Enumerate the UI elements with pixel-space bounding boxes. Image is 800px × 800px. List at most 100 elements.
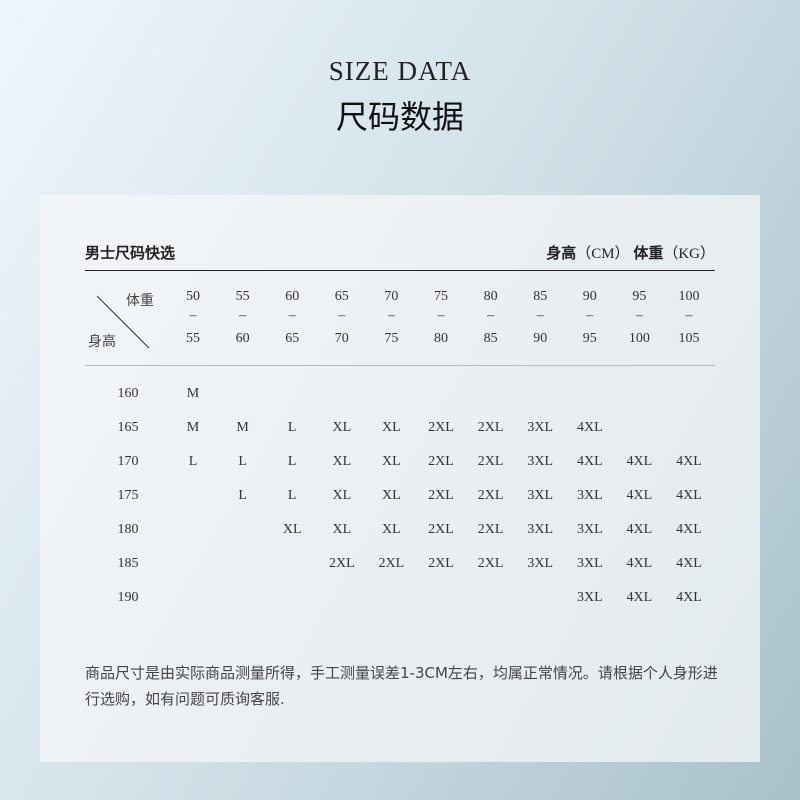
row-height-label: 185 (117, 556, 139, 571)
size-cell: 4XL (626, 488, 653, 503)
weight-range-separator: – (387, 308, 395, 323)
weight-range-to: 70 (334, 331, 349, 346)
weight-range-to: 60 (235, 331, 250, 346)
weight-range-from: 100 (678, 289, 700, 304)
size-cell: 3XL (527, 488, 554, 503)
corner-diagonal (96, 295, 150, 349)
size-cell: M (186, 386, 200, 401)
weight-range-to: 55 (186, 331, 200, 346)
size-cell: 2XL (428, 420, 454, 435)
weight-range-to: 80 (434, 331, 448, 346)
weight-range-separator: – (536, 308, 544, 323)
size-cell: L (287, 488, 297, 503)
size-cell: 4XL (576, 454, 603, 469)
weight-range-to: 75 (384, 331, 399, 346)
weight-range-to: 105 (678, 331, 700, 346)
size-cell: 3XL (527, 454, 554, 469)
height-unit: （CM） (576, 246, 630, 262)
weight-label: 体重 (633, 244, 664, 262)
size-cell: 2XL (477, 420, 504, 435)
size-cell: 2XL (328, 556, 355, 571)
header-rule (85, 270, 715, 271)
row-height-label: 175 (117, 488, 139, 503)
size-cell: XL (332, 454, 352, 469)
size-cell: 2XL (378, 556, 405, 571)
size-cell: 2XL (477, 454, 504, 469)
size-cell: 3XL (527, 522, 554, 537)
size-cell: 3XL (576, 556, 603, 571)
size-cell: 3XL (576, 522, 603, 537)
size-cell: XL (382, 488, 401, 503)
size-cell: 4XL (676, 556, 702, 571)
size-cell: XL (282, 522, 302, 537)
size-cell: 4XL (676, 590, 702, 605)
weight-range-from: 95 (632, 289, 647, 304)
size-cell: L (188, 454, 198, 469)
size-cell: 4XL (676, 488, 702, 503)
size-cell: 2XL (477, 488, 504, 503)
size-cell: 4XL (626, 590, 653, 605)
weight-unit: （KG） (663, 246, 715, 262)
row-height-label: 170 (117, 454, 139, 469)
weight-range-to: 90 (533, 331, 548, 346)
weight-range-from: 65 (334, 289, 349, 304)
corner-height-label: 身高 (88, 334, 116, 350)
size-cell: L (238, 488, 247, 503)
weight-range-separator: – (338, 308, 346, 323)
corner-weight-label: 体重 (126, 293, 154, 309)
row-height-label: 180 (117, 522, 139, 537)
size-cell: 4XL (676, 522, 702, 537)
size-cell: 4XL (576, 420, 603, 435)
weight-range-separator: – (685, 308, 693, 323)
size-cell: XL (382, 522, 401, 537)
weight-range-from: 55 (235, 289, 250, 304)
size-cell: 2XL (428, 488, 454, 503)
weight-range-from: 60 (285, 289, 300, 304)
weight-range-from: 70 (384, 289, 399, 304)
size-cell: XL (382, 454, 401, 469)
size-cell: 2XL (428, 522, 454, 537)
weight-range-separator: – (586, 308, 594, 323)
height-label: 身高 (546, 244, 577, 262)
size-cell: 2XL (428, 454, 454, 469)
weight-range-to: 95 (582, 331, 597, 346)
header-divider (85, 365, 715, 366)
weight-range-from: 85 (533, 289, 548, 304)
size-cell: 2XL (477, 522, 504, 537)
size-cell: 4XL (626, 556, 653, 571)
weight-range-separator: – (189, 308, 197, 323)
disclaimer-note: 商品尺寸是由实际商品测量所得，手工测量误差1-3CM左右，均属正常情况。请根据个… (85, 664, 718, 708)
size-cell: 4XL (676, 454, 702, 469)
size-cell: XL (332, 420, 352, 435)
size-cell: XL (382, 420, 401, 435)
weight-range-from: 90 (582, 289, 597, 304)
size-cell: L (238, 454, 247, 469)
size-cell: L (287, 420, 297, 435)
weight-range-from: 75 (434, 289, 448, 304)
size-cell: 3XL (527, 420, 554, 435)
size-cell: 3XL (576, 488, 603, 503)
size-cell: XL (332, 522, 352, 537)
weight-range-to: 100 (628, 331, 650, 346)
weight-range-to: 65 (285, 331, 300, 346)
title-english: SIZE DATA (328, 56, 472, 86)
weight-range-separator: – (288, 308, 296, 323)
size-cell: 2XL (477, 556, 504, 571)
size-cell: M (236, 420, 249, 435)
weight-range-from: 50 (186, 289, 200, 304)
weight-range-separator: – (635, 308, 643, 323)
title-chinese: 尺码数据 (335, 98, 464, 136)
row-height-label: 165 (117, 420, 139, 435)
size-cell: 2XL (428, 556, 454, 571)
weight-range-separator: – (437, 308, 445, 323)
weight-range-from: 80 (483, 289, 498, 304)
size-cell: XL (332, 488, 352, 503)
size-cell: 3XL (576, 590, 603, 605)
weight-range-to: 85 (483, 331, 498, 346)
row-height-label: 160 (117, 386, 139, 401)
table-heading: 男士尺码快选 (85, 244, 176, 262)
weight-range-separator: – (487, 308, 495, 323)
size-cell: 4XL (626, 522, 653, 537)
row-height-label: 190 (117, 590, 139, 605)
size-cell: M (186, 420, 200, 435)
